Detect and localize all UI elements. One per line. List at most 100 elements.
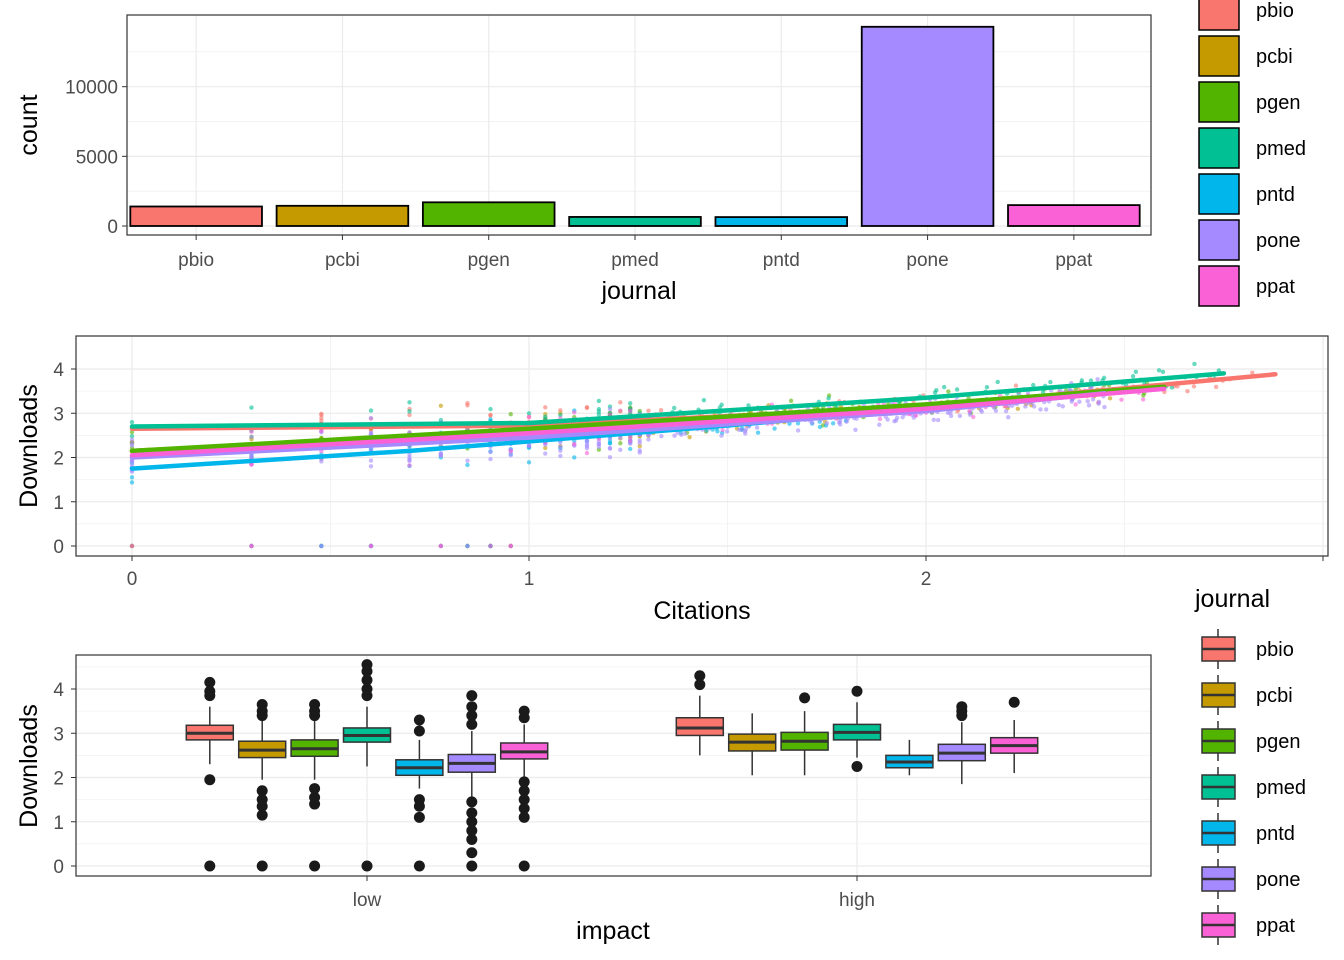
scatter-point-pone [1069,399,1074,404]
bar-x-tick-label: pmed [611,250,659,271]
legend-key-pgen [1198,81,1240,123]
box-outlier [256,800,268,812]
scatter-point-pmed [526,411,532,416]
scatter-point-pone [659,434,664,439]
scatter-point-ppat [913,413,919,418]
legend-label-pntd: pntd [1256,823,1295,845]
box-outlier [204,690,216,702]
scatter-point-pone [1038,407,1043,412]
scatter-point-pone [558,453,563,459]
bar-panel-border [126,14,1152,236]
scatter-point-pgen [946,389,951,394]
box-outlier [309,783,321,795]
bar-ppat [1007,204,1141,227]
box-outlier [466,847,478,859]
scatter-point-pone [724,429,730,434]
box-low-pgen [290,698,339,872]
scatter-point-pntd [772,426,777,431]
box-outlier [309,710,321,722]
scatter-point-pmed [249,405,254,410]
scatter-point-pgen [508,412,513,417]
scatter-point-pcbi [1107,396,1113,401]
box-outlier [1008,696,1020,708]
scatter-point-pmed [1156,368,1162,373]
scatter-point-ppat [488,543,493,549]
box-outlier [518,860,530,872]
bar-pone [860,25,995,227]
box-outlier [466,690,478,702]
legend-label-ppat: ppat [1256,915,1295,937]
scatter-panel: 0 1 2 3 4 0 1 2 Citations Downloads [15,335,1329,625]
scatter-point-pone [543,451,548,456]
scatter-point-pone [894,415,900,421]
scatter-point-pmed [995,379,1000,385]
scatter-point-ppat [584,450,590,456]
bar-pntd [714,216,849,227]
box-outlier [466,860,478,872]
scatter-point-pntd [129,480,135,485]
scatter-point-pone [558,444,563,449]
box-outlier [361,690,373,702]
legend-boxkey-pgen [1201,721,1236,761]
scatter-point-pone [596,444,602,449]
scatter-point-pgen [1141,393,1146,398]
scatter-point-pmed [934,387,939,393]
scatter-point-pone [824,420,830,426]
scatter-point-pone [1102,404,1107,410]
legend-key-pone [1198,219,1240,261]
scatter-point-ppat [618,408,623,413]
scatter-point-pbio [584,405,590,411]
scatter-point-pone [1056,402,1062,408]
bar-y-tick-label: 0 [107,217,118,238]
legend-boxkey-pntd [1201,813,1236,853]
scatter-point-pone [607,454,613,460]
box-outlier [413,714,425,726]
scatter-point-pmed [407,409,412,414]
scatter-x-axis-title: Citations [653,597,750,625]
scatter-point-pmed [701,397,707,403]
box-outlier [466,825,478,837]
scatter-point-pone [465,543,470,549]
scatter-point-pone [407,452,412,457]
scatter-point-pbio [1250,370,1255,375]
box-x-axis-title: impact [576,917,650,945]
scatter-point-pgen [618,441,623,446]
scatter-point-pone [558,448,563,453]
scatter-point-ppat [572,441,577,447]
scatter-point-ppat [971,414,976,420]
box-outlier [799,692,811,704]
box-outlier [466,796,478,808]
bar-y-tick-label: 10000 [65,78,118,99]
scatter-point-pone [488,456,493,462]
scatter-point-pone [319,543,324,549]
bar-panel-background [127,15,1151,235]
box-outlier [518,712,530,724]
scatter-point-pgen [129,429,135,435]
scatter-point-pone [129,458,135,464]
scatter-point-pmed [129,419,135,425]
box-high-pgen [780,692,829,776]
box-outlier [204,860,216,872]
scatter-point-pone [1023,404,1028,409]
legend-label-pone: pone [1256,869,1301,891]
scatter-point-pone [1088,385,1094,390]
scatter-point-ppat [1119,397,1124,402]
legend-boxkey-pone [1201,859,1236,899]
scatter-point-pone [368,458,374,463]
scatter-point-pone [1086,403,1092,408]
box-outlier [413,725,425,737]
scatter-point-ppat [967,408,972,414]
box-panel-background [76,655,1151,876]
bar-pmed [568,216,702,227]
legend-boxkey-pmed [1201,767,1236,807]
scatter-point-ppat [508,449,513,454]
scatter-point-pmed [407,400,412,405]
scatter-point-pone [508,453,513,458]
scatter-point-pone [754,425,760,430]
scatter-point-pmed [746,403,751,408]
box-outlier [413,860,425,872]
scatter-point-pone [637,438,642,443]
box-outlier [518,785,530,797]
scatter-point-pbio [407,412,412,418]
scatter-point-pbio [1213,384,1219,390]
